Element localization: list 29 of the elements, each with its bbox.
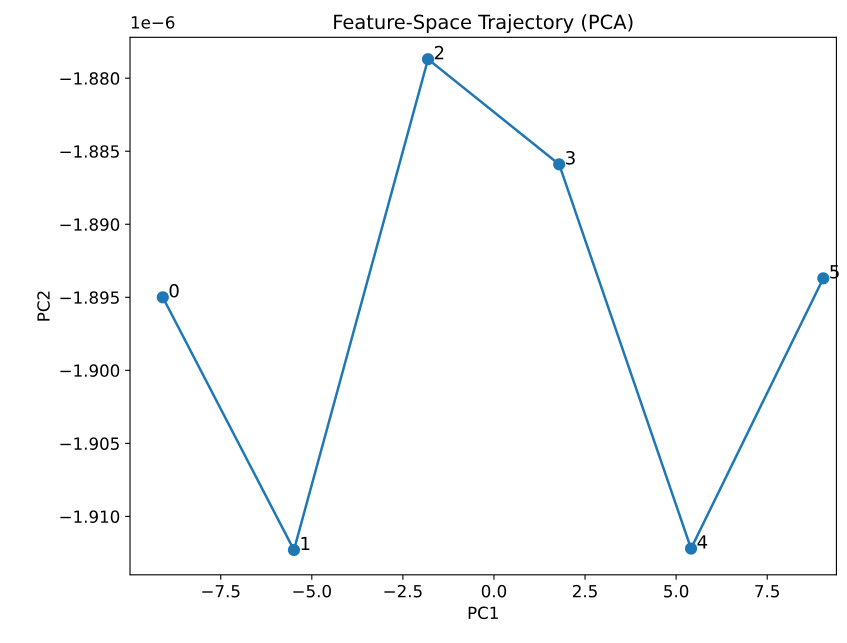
x-tick-label: −7.5 [202,585,240,598]
chart-title: Feature-Space Trajectory (PCA) [334,14,632,34]
y-tick-label: −1.900 [60,364,120,377]
point [684,542,698,555]
annotation: 2 [434,46,444,60]
x-tick-label: 0.0 [482,584,506,598]
annotation: 0 [170,284,179,298]
y-tick-label: −1.885 [60,145,119,158]
y-tick-label: −1.880 [60,72,120,85]
annotation: 1 [301,536,310,550]
y-tick-label: −1.905 [60,437,119,450]
x-tick-label: 7.5 [755,585,779,598]
y-tick-label: −1.910 [60,510,120,523]
annotation: 4 [697,535,708,549]
x-tick-label: −2.5 [384,584,422,598]
x-tick-label: −5.0 [293,584,331,598]
point [817,272,830,284]
y-axis-title: PC2 [37,292,50,321]
annotation: 3 [566,150,575,165]
point [288,544,300,556]
text: 1e−6 [132,16,174,29]
x-tick-label: 2.5 [573,584,597,598]
point [156,291,169,304]
point [553,158,566,170]
x-axis-title: PC1 [468,606,498,620]
y-tick-label: −1.895 [60,291,119,304]
point [422,53,434,66]
x-tick-label: 5.0 [664,584,688,598]
y-tick-label: −1.890 [60,218,120,231]
